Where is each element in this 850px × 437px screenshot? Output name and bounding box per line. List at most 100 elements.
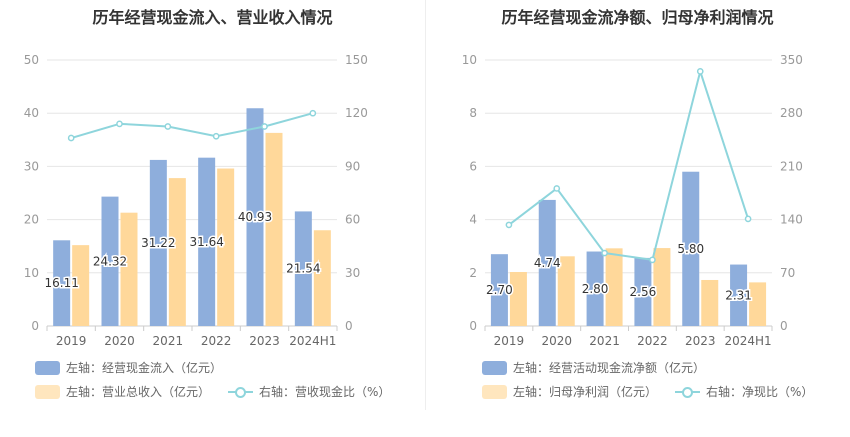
chart-panel-netcash-profit: 历年经营现金流净额、归母净利润情况 0 2 4 6 8 10 0 70 140 210 280 350… (425, 0, 850, 437)
bar (586, 251, 604, 326)
legend-swatch (35, 360, 60, 375)
legend-row-2: 左轴：营业总收入（亿元） 右轴：营收现金比（%） (35, 383, 408, 400)
ratio-line (70, 112, 314, 139)
x-tick-label: 2020 (541, 334, 572, 348)
x-tick-label: 2021 (589, 334, 620, 348)
y-tick-label-right: 60 (345, 213, 360, 227)
chart-svg: 0 2 4 6 8 10 0 70 140 210 280 350 2019 2020 2021 2022 20… (462, 53, 803, 348)
y-tick-label-right: 0 (345, 319, 353, 333)
y-tick-label-left: 30 (24, 159, 39, 173)
bar (313, 230, 331, 326)
y-tick-label-right: 90 (345, 159, 360, 173)
bar (168, 178, 186, 326)
legend-label: 左轴：经营现金流入（亿元） (66, 361, 223, 375)
bar (749, 282, 767, 326)
legend-swatch (482, 360, 507, 375)
bar (101, 196, 119, 326)
y-tick-label-left: 40 (24, 106, 39, 120)
legend-label: 左轴：归母净利润（亿元） (513, 385, 658, 399)
y-tick-label-left: 10 (24, 266, 39, 280)
chart-svg: 0 10 20 30 40 50 0 30 60 90 120 150 2019 2020 2021 2022… (24, 53, 368, 348)
y-tick-label-left: 0 (31, 319, 39, 333)
legend-item-bar-2[interactable]: 左轴：归母净利润（亿元） (482, 383, 657, 400)
ratio-point (553, 185, 561, 192)
ratio-point (67, 134, 75, 142)
y-tick-label-left: 10 (462, 53, 477, 67)
bar-data-label: 4.74 (534, 256, 561, 270)
bar (246, 108, 264, 326)
bar (198, 157, 216, 326)
y-tick-label-right: 70 (780, 266, 795, 280)
ratio-point (696, 68, 704, 75)
legend-row-2: 左轴：归母净利润（亿元） 右轴：净现比（%） (482, 383, 831, 400)
legend-item-bar-1[interactable]: 左轴：经营现金流入（亿元） (35, 359, 222, 376)
bar-data-label: 2.56 (630, 285, 657, 299)
ratio-point (649, 256, 656, 264)
y-tick-label-right: 0 (780, 319, 788, 333)
bar (557, 256, 575, 326)
bar-data-label: 40.93 (238, 210, 272, 224)
y-tick-label-left: 2 (469, 266, 477, 280)
x-tick-label: 2023 (685, 334, 716, 348)
bar (653, 248, 671, 326)
y-tick-label-left: 20 (24, 213, 39, 227)
bar-data-label: 16.11 (44, 276, 78, 290)
legend-item-bar-2[interactable]: 左轴：营业总收入（亿元） (35, 383, 210, 400)
x-tick-label: 2024H1 (289, 334, 336, 348)
y-tick-label-right: 210 (780, 159, 803, 173)
ratio-point (261, 123, 268, 130)
y-tick-label-right: 280 (780, 106, 803, 120)
y-tick-label-left: 6 (469, 159, 477, 173)
legend-label: 左轴：经营活动现金流净额（亿元） (513, 361, 706, 375)
bar (605, 248, 623, 326)
legend-label: 右轴：净现比（%） (706, 385, 814, 399)
legend-item-bar-1[interactable]: 左轴：经营活动现金流净额（亿元） (482, 359, 705, 376)
y-tick-label-right: 350 (780, 53, 803, 67)
chart-panel-cashflow-revenue: 历年经营现金流入、营业收入情况 0 10 20 30 40 50 0 30 60 90 120 150… (24, 8, 408, 400)
bar (217, 168, 235, 326)
legend-swatch (35, 384, 60, 399)
chart-title: 历年经营现金流入、营业收入情况 (92, 8, 333, 27)
bar (72, 245, 90, 326)
x-tick-label: 2021 (153, 334, 184, 348)
x-tick-label: 2019 (56, 334, 87, 348)
y-tick-label-left: 4 (469, 213, 477, 227)
y-tick-label-left: 0 (469, 319, 477, 333)
legend-row-1: 左轴：经营活动现金流净额（亿元） (482, 359, 723, 376)
bar-data-label: 31.22 (141, 236, 175, 250)
legend-row-1: 左轴：经营现金流入（亿元） (35, 359, 240, 376)
legend-item-line[interactable]: 右轴：净现比（%） (675, 383, 813, 400)
ratio-point (116, 120, 123, 128)
bar-data-label: 5.80 (677, 242, 704, 256)
bar (265, 132, 283, 326)
panel-divider (425, 0, 426, 410)
bar (120, 212, 138, 326)
bar-data-label: 2.80 (582, 282, 609, 296)
y-tick-label-right: 150 (345, 53, 368, 67)
bar (490, 254, 508, 326)
ratio-point (505, 221, 513, 229)
bar (730, 264, 748, 326)
y-tick-label-left: 8 (469, 106, 477, 120)
y-tick-label-right: 120 (345, 106, 368, 120)
ratio-point (309, 109, 317, 117)
legend-swatch (482, 384, 507, 399)
ratio-line (508, 67, 750, 261)
bar (53, 240, 71, 326)
legend-label: 左轴：营业总收入（亿元） (66, 385, 211, 399)
x-tick-label: 2022 (201, 334, 232, 348)
bar (682, 171, 700, 326)
bar (294, 211, 312, 326)
legend-label: 右轴：营收现金比（%） (259, 385, 391, 399)
ratio-point (601, 249, 608, 257)
bar (538, 199, 556, 326)
x-tick-label: 2022 (637, 334, 668, 348)
legend-item-line[interactable]: 右轴：营收现金比（%） (228, 383, 390, 400)
ratio-point (212, 132, 220, 140)
x-tick-label: 2024H1 (724, 334, 771, 348)
x-tick-label: 2019 (494, 334, 525, 348)
bar-data-label: 31.64 (189, 235, 223, 249)
bar-data-label: 21.54 (286, 262, 320, 276)
bar (149, 159, 167, 326)
bar (701, 279, 719, 326)
